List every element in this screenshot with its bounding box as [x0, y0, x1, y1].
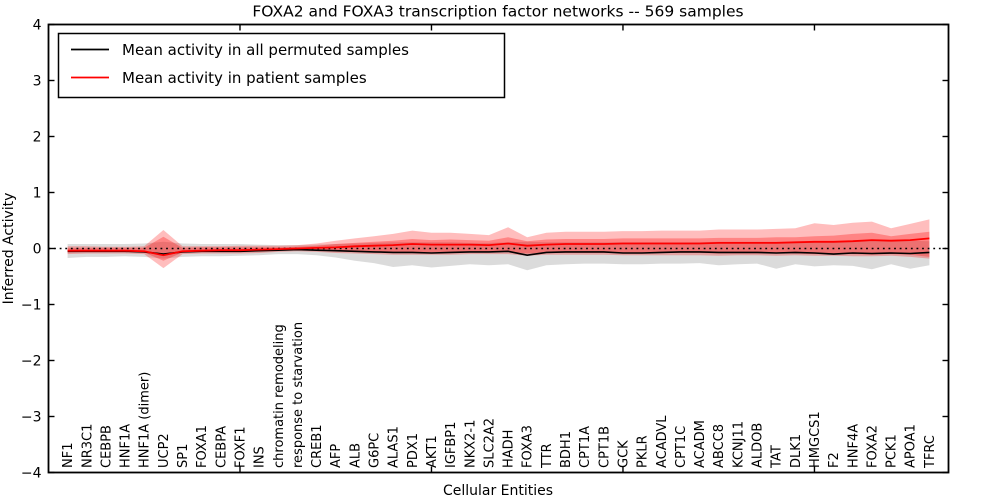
x-category-label: SLC2A2 [482, 418, 497, 468]
x-category-label: IGFBP1 [444, 422, 459, 468]
y-tick-label: 4 [33, 18, 42, 34]
x-category-label: AFP [329, 444, 344, 468]
y-tick-label: −2 [21, 354, 42, 370]
x-category-label: TTR [540, 443, 555, 469]
x-category-label: HADH [502, 430, 517, 468]
x-category-label: CEBPB [99, 425, 114, 468]
patient-mean-line [67, 237, 930, 257]
ticks-layer [48, 23, 949, 474]
patient-inner-band [67, 231, 930, 261]
y-tick-label: 2 [33, 130, 42, 146]
y-tick-label: 0 [33, 242, 42, 258]
x-category-label: F2 [827, 452, 842, 468]
x-category-label: TAT [770, 445, 785, 469]
x-category-label: NR3C1 [80, 424, 95, 468]
x-category-label: PDX1 [406, 433, 421, 468]
x-axis-label: Cellular Entities [443, 483, 553, 499]
y-tick-labels: 4 3 2 1 0 −1 −2 −3 −4 [21, 18, 42, 482]
x-category-label: NF1 [61, 443, 76, 468]
legend-patient-label: Mean activity in patient samples [122, 69, 367, 87]
lines-layer [48, 237, 949, 257]
x-category-label: APOA1 [904, 424, 919, 468]
legend-permuted-label: Mean activity in all permuted samples [122, 41, 409, 59]
y-tick-label: 3 [33, 74, 42, 90]
legend-frame [57, 32, 506, 99]
x-category-label: FOXA2 [865, 425, 880, 468]
y-tick-label: −3 [21, 410, 42, 426]
x-category-label: ACADVL [655, 415, 670, 468]
x-category-label: HNF1A (dimer) [138, 372, 153, 468]
x-category-label: AKT1 [425, 435, 440, 468]
y-tick-label: 1 [33, 186, 42, 202]
x-category-label: DLK1 [789, 434, 804, 468]
x-category-label: HNF4A [846, 424, 861, 468]
x-category-label: CPT1B [597, 426, 612, 468]
x-category-label: CPT1A [578, 426, 593, 468]
x-category-label: TFRC [923, 435, 938, 469]
y-axis-label: Inferred Activity [1, 193, 17, 305]
x-category-label: FOXA1 [195, 425, 210, 468]
x-category-label: UCP2 [157, 433, 172, 468]
x-category-label: SP1 [176, 444, 191, 468]
x-category-label: KCNJ11 [731, 421, 746, 468]
x-category-label: PCK1 [885, 434, 900, 468]
x-category-label: HMGCS1 [808, 411, 823, 468]
x-category-label: chromatin remodeling [272, 324, 287, 468]
x-category-label: PKLR [636, 435, 651, 468]
x-category-label: NKX2-1 [463, 420, 478, 468]
x-category-label: ACADM [693, 420, 708, 468]
x-category-label: GCK [617, 440, 632, 468]
x-category-label: FOXF1 [234, 426, 249, 468]
x-category-label: G6PC [368, 433, 383, 468]
x-category-label: CREB1 [310, 424, 325, 468]
chart-title: FOXA2 and FOXA3 transcription factor net… [252, 3, 743, 21]
x-category-label: FOXA3 [521, 425, 536, 468]
x-category-label: ABCC8 [712, 424, 727, 468]
x-category-label: ALAS1 [387, 426, 402, 468]
x-category-label: INS [253, 446, 268, 468]
x-category-label: response to starvation [291, 322, 306, 468]
x-category-label: ALB [348, 443, 363, 468]
x-category-label: CEBPA [214, 426, 229, 468]
x-category-label: BDH1 [559, 431, 574, 468]
y-tick-label: −1 [21, 298, 42, 314]
x-tick-labels: NF1 NR3C1 CEBPB HNF1A HNF1A (dimer) UCP2 SP1 FO… [61, 322, 938, 469]
x-category-label: ALDOB [751, 423, 766, 468]
y-tick-label: −4 [21, 466, 42, 482]
x-category-label: CPT1C [674, 426, 689, 468]
legend-box: Mean activity in all permuted samples Me… [57, 32, 506, 99]
x-category-label: HNF1A [119, 424, 134, 468]
